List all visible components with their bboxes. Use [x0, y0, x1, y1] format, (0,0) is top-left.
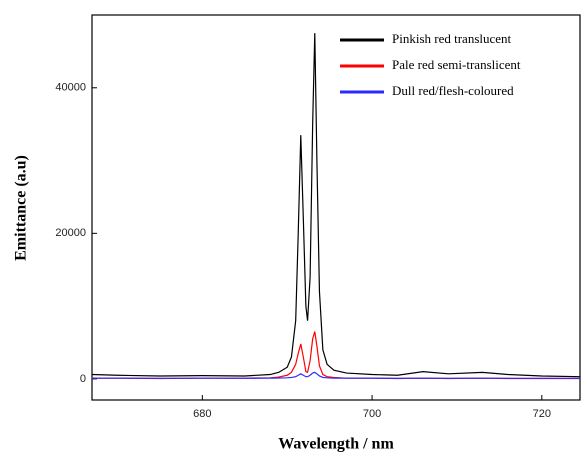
data-line [92, 371, 580, 379]
legend-label: Pale red semi-translicent [392, 57, 521, 72]
x-tick-label: 700 [363, 408, 381, 420]
y-axis-label: Emittance (a.u) [13, 155, 30, 261]
legend-label: Pinkish red translucent [392, 31, 512, 46]
y-tick-label: 40000 [55, 82, 86, 94]
x-tick-label: 680 [193, 408, 211, 420]
plot-frame [91, 14, 581, 401]
y-tick-label: 0 [80, 373, 86, 385]
x-tick-label: 720 [533, 408, 551, 420]
y-tick-label: 20000 [55, 227, 86, 239]
data-line [92, 331, 580, 380]
legend-label: Dull red/flesh-coloured [392, 83, 514, 98]
x-axis-label: Wavelength / nm [278, 436, 394, 453]
data-line [91, 33, 581, 378]
